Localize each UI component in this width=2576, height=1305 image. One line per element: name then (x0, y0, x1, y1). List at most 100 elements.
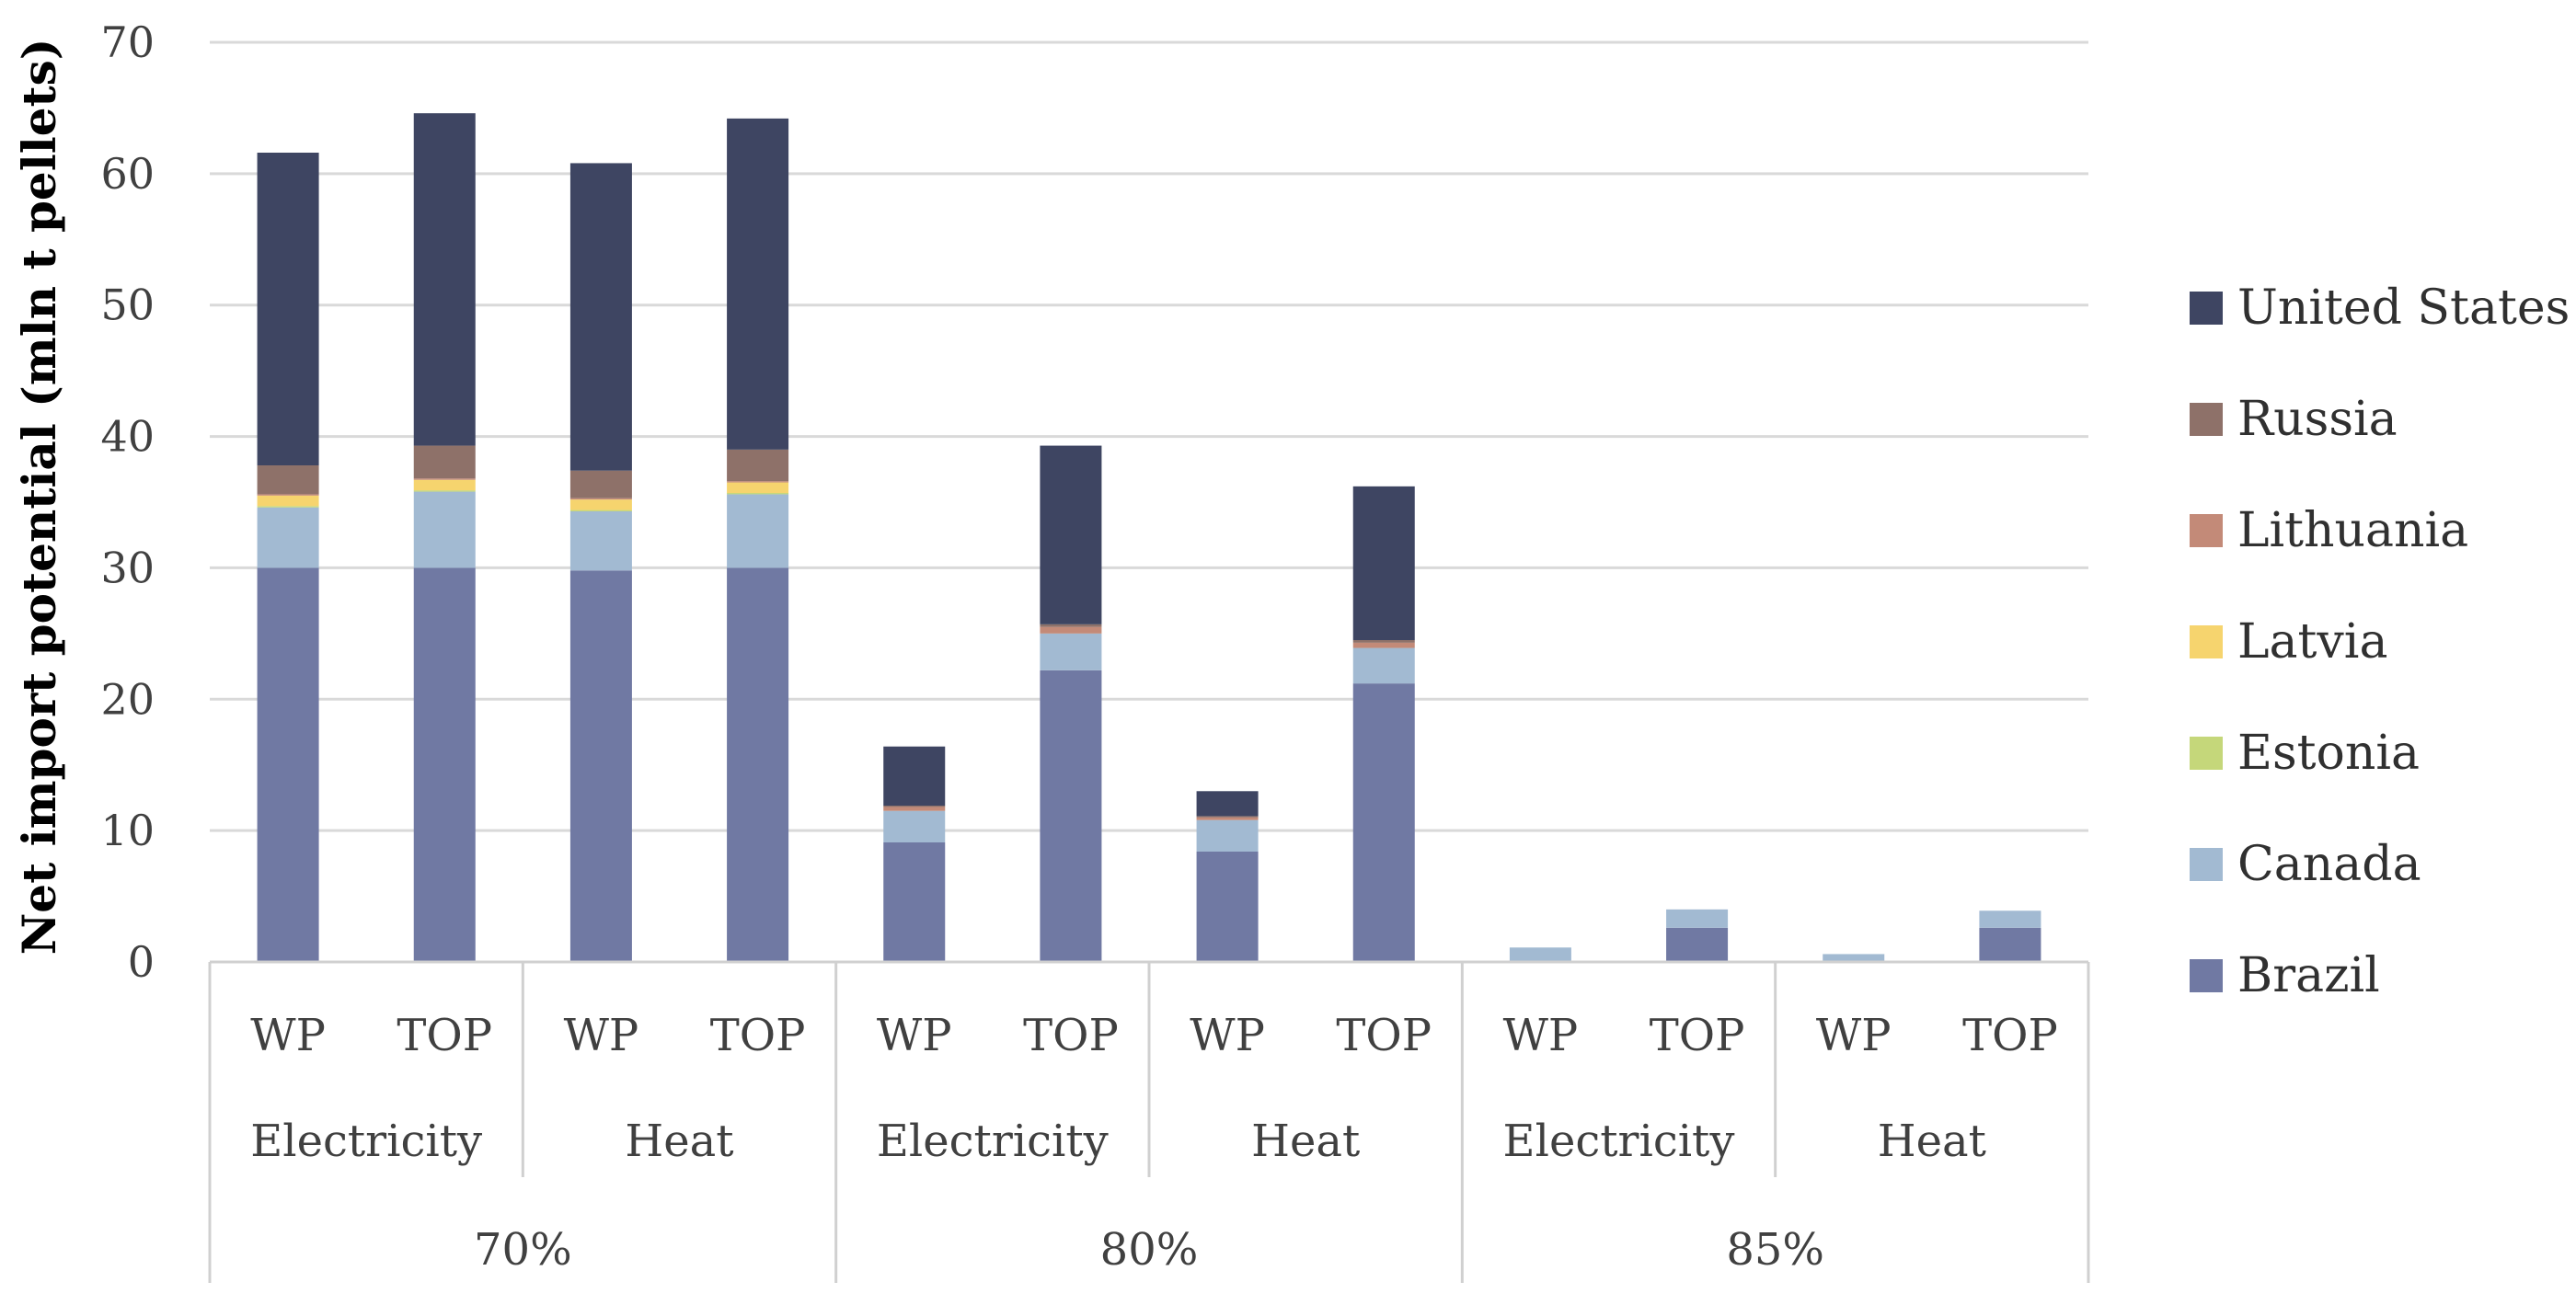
x-supergroup-label: 85% (1726, 1224, 1824, 1276)
bar-russia-1 (413, 445, 476, 479)
legend-label-estonia: Estonia (2237, 726, 2420, 781)
legend: United States Russia Lithuania Latvia Estoni… (2190, 280, 2570, 1003)
bar-latvia-3 (727, 482, 789, 493)
legend-swatch-estonia (2190, 737, 2223, 770)
bar-canada-9 (1666, 909, 1729, 928)
x-group-label: Heat (1878, 1116, 1986, 1167)
bar-estonia-0 (257, 506, 319, 508)
bar-russia-7 (1352, 640, 1415, 643)
bar-united-states-5 (1040, 445, 1102, 624)
x-supergroup-label: 70% (474, 1224, 572, 1276)
legend-label-lithuania: Lithuania (2237, 503, 2468, 558)
legend-swatch-lithuania (2190, 514, 2223, 547)
x-supergroup-label: 80% (1100, 1224, 1199, 1276)
x-group-label: Electricity (250, 1116, 482, 1167)
x-category-labels: WP TOP WP TOP WP TOP WP TOP WP TOP WP TOP Electricit… (250, 1010, 2058, 1276)
legend-swatch-brazil (2190, 959, 2223, 992)
bar-lithuania-0 (257, 494, 319, 496)
bar-lithuania-3 (727, 481, 789, 483)
y-tick-label: 60 (100, 149, 155, 199)
bar-canada-11 (1979, 910, 2041, 928)
bar-lithuania-5 (1040, 626, 1102, 634)
bar-united-states-1 (413, 113, 476, 446)
y-tick-label: 30 (100, 543, 155, 592)
bar-lithuania-7 (1352, 642, 1415, 648)
y-tick-label: 50 (100, 280, 155, 330)
y-tick-label: 0 (128, 937, 155, 987)
bar-canada-3 (727, 494, 789, 568)
bar-brazil-2 (569, 570, 632, 962)
x-category-label: TOP (397, 1010, 492, 1061)
x-group-label: Heat (1251, 1116, 1360, 1167)
bar-canada-0 (257, 507, 319, 568)
bar-estonia-1 (413, 490, 476, 492)
bar-brazil-1 (413, 567, 476, 962)
legend-label-russia: Russia (2237, 392, 2398, 447)
bar-brazil-9 (1666, 927, 1729, 962)
x-category-label: WP (564, 1010, 639, 1061)
bar-latvia-1 (413, 479, 476, 491)
bar-canada-2 (569, 511, 632, 571)
x-category-label: WP (1503, 1010, 1579, 1061)
x-category-label: WP (1816, 1010, 1892, 1061)
bar-canada-4 (883, 810, 946, 842)
bar-united-states-2 (569, 163, 632, 471)
bar-brazil-5 (1040, 670, 1102, 962)
bar-brazil-7 (1352, 683, 1415, 962)
x-category-label: TOP (710, 1010, 806, 1061)
bar-brazil-11 (1979, 927, 2041, 962)
x-category-label: WP (250, 1010, 326, 1061)
legend-label-brazil: Brazil (2237, 948, 2380, 1003)
bar-estonia-2 (569, 509, 632, 511)
bar-lithuania-1 (413, 478, 476, 480)
y-tick-label: 20 (100, 674, 155, 724)
bar-russia-0 (257, 465, 319, 495)
legend-swatch-latvia (2190, 625, 2223, 658)
legend-label-canada: Canada (2237, 837, 2421, 892)
x-group-label: Heat (625, 1116, 733, 1167)
x-category-label: TOP (1962, 1010, 2058, 1061)
legend-swatch-canada (2190, 848, 2223, 881)
bar-united-states-0 (257, 153, 319, 465)
x-group-label: Electricity (877, 1116, 1109, 1167)
bar-united-states-4 (883, 746, 946, 806)
axis-layer (208, 960, 2090, 1283)
bar-lithuania-2 (569, 498, 632, 500)
y-tick-labels: 0 10 20 30 40 50 60 70 (100, 17, 155, 987)
bar-canada-7 (1352, 647, 1415, 684)
bar-brazil-0 (257, 567, 319, 962)
bar-united-states-6 (1196, 791, 1259, 817)
x-category-label: TOP (1650, 1010, 1745, 1061)
x-category-label: TOP (1023, 1010, 1119, 1061)
y-tick-label: 70 (100, 17, 155, 67)
x-group-label: Electricity (1503, 1116, 1735, 1167)
legend-label-united-states: United States (2237, 280, 2570, 336)
legend-swatch-russia (2190, 403, 2223, 436)
legend-label-latvia: Latvia (2237, 614, 2387, 670)
bar-lithuania-6 (1196, 817, 1259, 820)
bar-united-states-7 (1352, 486, 1415, 640)
bar-russia-5 (1040, 624, 1102, 627)
bar-russia-2 (569, 470, 632, 498)
bar-latvia-2 (569, 499, 632, 510)
x-category-label: WP (877, 1010, 952, 1061)
bar-russia-3 (727, 449, 789, 482)
grid-layer (210, 40, 2088, 832)
bar-brazil-4 (883, 842, 946, 962)
bar-russia-4 (883, 806, 946, 807)
bar-canada-6 (1196, 819, 1259, 852)
bar-canada-1 (413, 491, 476, 568)
bar-estonia-3 (727, 493, 789, 495)
y-tick-label: 10 (100, 806, 155, 855)
y-axis-title: Net import potential (mln t pellets) (12, 39, 66, 956)
y-tick-label: 40 (100, 412, 155, 462)
bar-latvia-0 (257, 495, 319, 507)
x-category-label: WP (1190, 1010, 1265, 1061)
bar-canada-8 (1509, 947, 1571, 962)
bars-layer (257, 113, 2041, 962)
bar-united-states-3 (727, 118, 789, 450)
bar-canada-5 (1040, 633, 1102, 670)
bar-brazil-3 (727, 567, 789, 962)
